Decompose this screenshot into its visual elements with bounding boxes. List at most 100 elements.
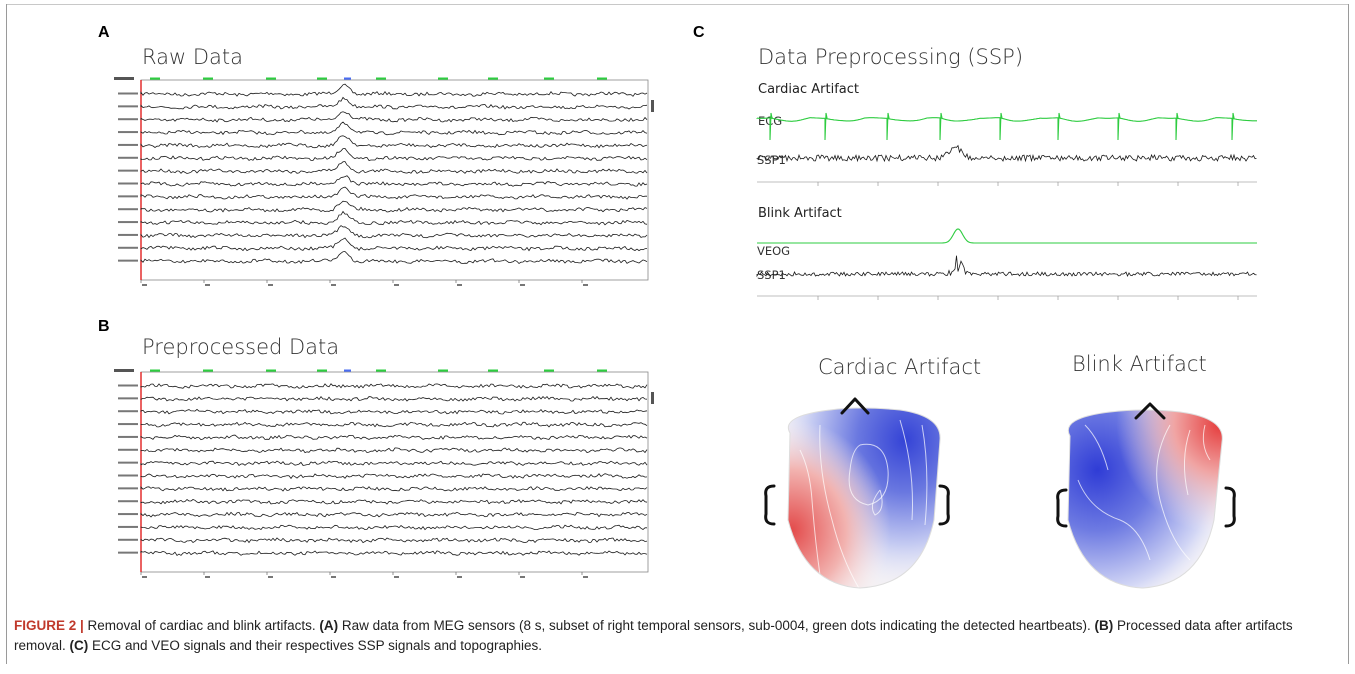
meg-channel-trace xyxy=(140,537,648,544)
channel-label-block xyxy=(118,551,138,554)
channel-label-block xyxy=(118,474,138,477)
blink-artifact-heading: Blink Artifact xyxy=(758,206,842,221)
heartbeat-marker xyxy=(266,369,276,372)
time-tick-label-block xyxy=(268,576,273,578)
time-tick-label-block xyxy=(205,576,210,578)
veog-label: VEOG xyxy=(757,244,791,258)
channel-label-block xyxy=(118,105,138,108)
scale-label-block xyxy=(114,77,134,80)
blink-ssp1-trace xyxy=(756,255,1257,278)
heartbeat-marker xyxy=(438,369,448,372)
time-tick-label-block xyxy=(394,576,399,578)
meg-channel-trace xyxy=(140,511,648,518)
cardiac-ssp1-trace xyxy=(756,144,1257,163)
channel-label-block xyxy=(118,195,138,198)
channel-label-block xyxy=(118,221,138,224)
channel-label-block xyxy=(118,182,138,185)
caption-figure-label: FIGURE 2 | xyxy=(14,618,84,633)
channel-label-block xyxy=(118,435,138,438)
topo-cardiac-nose xyxy=(840,397,870,415)
time-tick-label-block xyxy=(268,284,273,286)
meg-channel-trace xyxy=(140,135,648,149)
frame-left-rule xyxy=(6,4,7,664)
caption-intro: Removal of cardiac and blink artifacts. xyxy=(83,618,320,633)
channel-label-block xyxy=(118,538,138,541)
meg-channel-trace xyxy=(140,395,648,402)
meg-channel-trace xyxy=(140,111,648,123)
heartbeat-marker xyxy=(597,77,607,80)
channel-label-block xyxy=(118,423,138,426)
time-tick-label-block xyxy=(520,576,525,578)
meg-channel-trace xyxy=(140,225,648,239)
meg-channel-trace xyxy=(140,121,648,136)
channel-label-block xyxy=(118,500,138,503)
blink-marker xyxy=(344,369,351,372)
heartbeat-marker xyxy=(438,77,448,80)
channel-label-block xyxy=(118,131,138,134)
scale-label-block xyxy=(114,369,134,372)
meg-channel-trace xyxy=(140,447,648,454)
caption-c-text: ECG and VEO signals and their respective… xyxy=(88,638,543,653)
topo-cardiac-head xyxy=(788,408,941,588)
meg-channel-trace xyxy=(140,421,648,428)
frame-right-rule xyxy=(1348,4,1349,664)
topo-cardiac-right-ear xyxy=(938,484,950,526)
veog-trace xyxy=(757,228,1257,244)
channel-label-block xyxy=(118,487,138,490)
channel-label-block xyxy=(118,513,138,516)
figure-caption: FIGURE 2 | Removal of cardiac and blink … xyxy=(14,616,1334,656)
topo-cardiac-title: Cardiac Artifact xyxy=(818,355,982,379)
meg-channel-trace xyxy=(140,200,648,213)
channel-label-block xyxy=(118,92,138,95)
heartbeat-marker xyxy=(317,77,327,80)
time-tick-label-block xyxy=(331,576,336,578)
meg-channel-trace xyxy=(140,524,647,531)
meg-channel-trace xyxy=(140,473,648,480)
meg-channel-trace xyxy=(140,83,648,97)
topo-blink-right-ear xyxy=(1224,486,1236,528)
heartbeat-marker xyxy=(317,369,327,372)
time-tick-label-block xyxy=(583,284,588,286)
channel-label-block xyxy=(118,118,138,121)
caption-a-tag: (A) xyxy=(319,618,339,633)
blink-marker xyxy=(344,77,351,80)
meg-channel-trace xyxy=(140,186,647,200)
panel-b-title: Preprocessed Data xyxy=(142,335,340,359)
meg-channel-trace xyxy=(140,460,648,466)
meg-channel-trace xyxy=(140,237,648,252)
heartbeat-marker xyxy=(376,77,386,80)
panel-a-title: Raw Data xyxy=(142,45,243,69)
meg-channel-trace xyxy=(140,147,648,161)
channel-label-block xyxy=(118,397,138,400)
channel-label-block xyxy=(118,143,138,146)
channel-label-block xyxy=(118,448,138,451)
meg-channel-trace xyxy=(140,408,648,415)
caption-c-tag: (C) xyxy=(69,638,89,653)
meg-channel-trace xyxy=(140,161,648,174)
channel-label-block xyxy=(118,246,138,249)
panel-b-letter: B xyxy=(98,318,110,335)
meg-channel-trace xyxy=(140,498,648,505)
meg-channel-trace xyxy=(140,550,648,556)
time-tick-label-block xyxy=(142,576,147,578)
meg-channel-trace xyxy=(140,96,648,110)
panel-c-letter: C xyxy=(693,24,705,41)
channel-label-block xyxy=(118,208,138,211)
frame-top-rule xyxy=(6,4,1349,5)
meg-channel-trace xyxy=(140,175,648,187)
time-tick-label-block xyxy=(457,576,462,578)
caption-b-text: Processed data after artifacts removal. xyxy=(14,618,1293,653)
time-tick-label-block xyxy=(520,284,525,286)
channel-label-block xyxy=(118,259,138,262)
meg-channel-trace xyxy=(140,210,648,226)
heartbeat-marker xyxy=(488,77,498,80)
topo-blink-head xyxy=(1068,410,1223,588)
heartbeat-marker xyxy=(544,77,554,80)
time-tick-label-block xyxy=(205,284,210,286)
meg-channel-trace xyxy=(140,485,648,492)
channel-label-block xyxy=(118,384,138,387)
heartbeat-marker xyxy=(203,369,213,372)
